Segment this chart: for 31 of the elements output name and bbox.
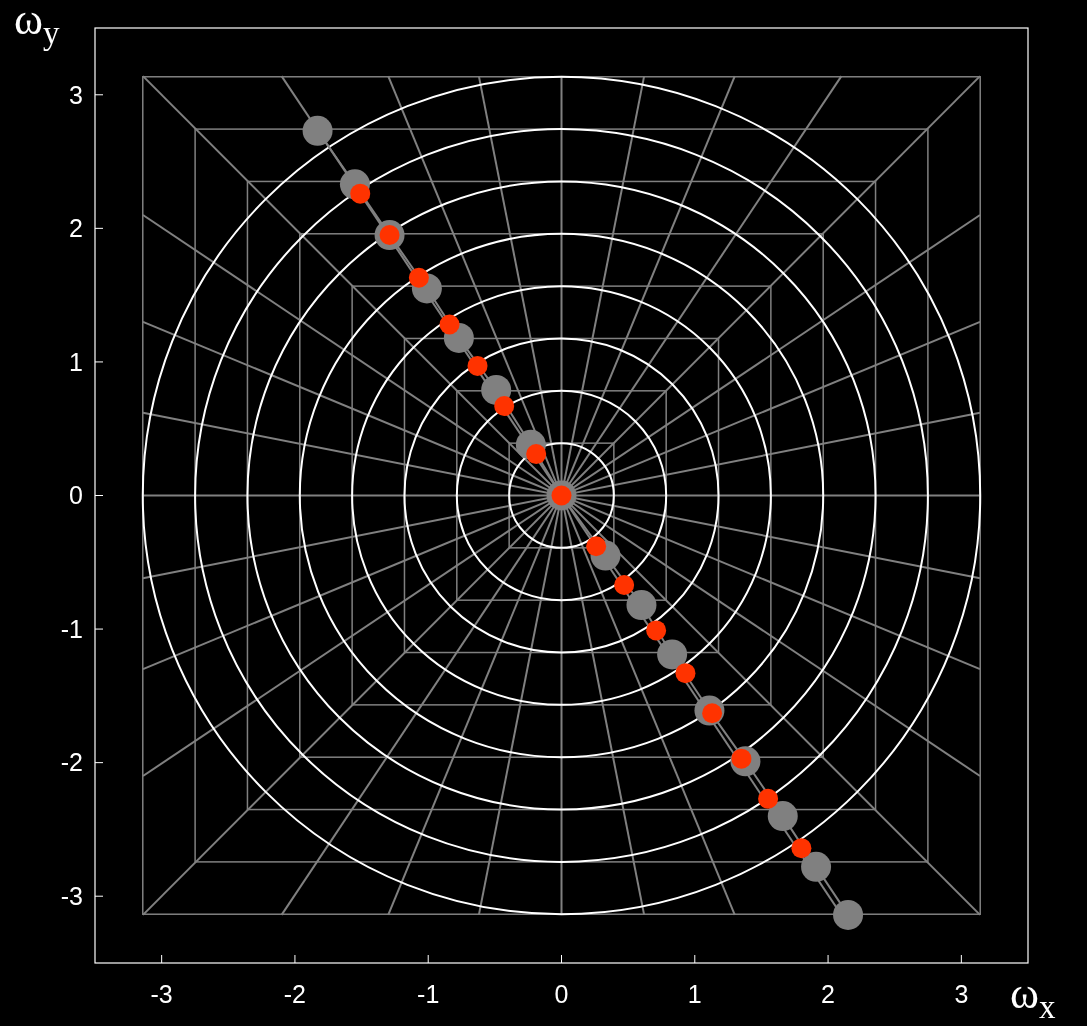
y-tick-label: 0 [69, 481, 83, 510]
y-tick-label: -1 [60, 614, 83, 643]
point [302, 115, 333, 146]
x-axis-title: ω$_{x}$ [1010, 969, 1056, 1025]
x-tick-label: 0 [554, 980, 569, 1008]
x-tick-label: -1 [417, 980, 440, 1008]
point [646, 620, 667, 641]
y-tick-label: 1 [69, 347, 83, 376]
point [675, 663, 696, 684]
point [626, 590, 657, 621]
point [801, 851, 832, 882]
x-tick-label: 2 [821, 980, 836, 1008]
y-tick-label: -3 [60, 881, 83, 910]
point [657, 639, 688, 670]
point [467, 355, 488, 376]
point [791, 838, 812, 859]
point [614, 574, 635, 595]
x-tick-label: -3 [150, 980, 173, 1008]
y-tick-label: 3 [69, 80, 83, 109]
x-tick-label: -2 [283, 980, 307, 1008]
point [494, 396, 515, 417]
x-tick-label: 1 [687, 980, 702, 1008]
y-tick-label: -2 [60, 748, 83, 777]
point [758, 788, 779, 809]
point [833, 899, 864, 930]
y-axis-title: ω$_{y}$ [14, 0, 60, 51]
point [439, 314, 460, 335]
point [408, 267, 429, 288]
point [767, 801, 798, 832]
y-tick-label: 2 [69, 214, 83, 243]
x-tick-label: 3 [954, 980, 969, 1008]
